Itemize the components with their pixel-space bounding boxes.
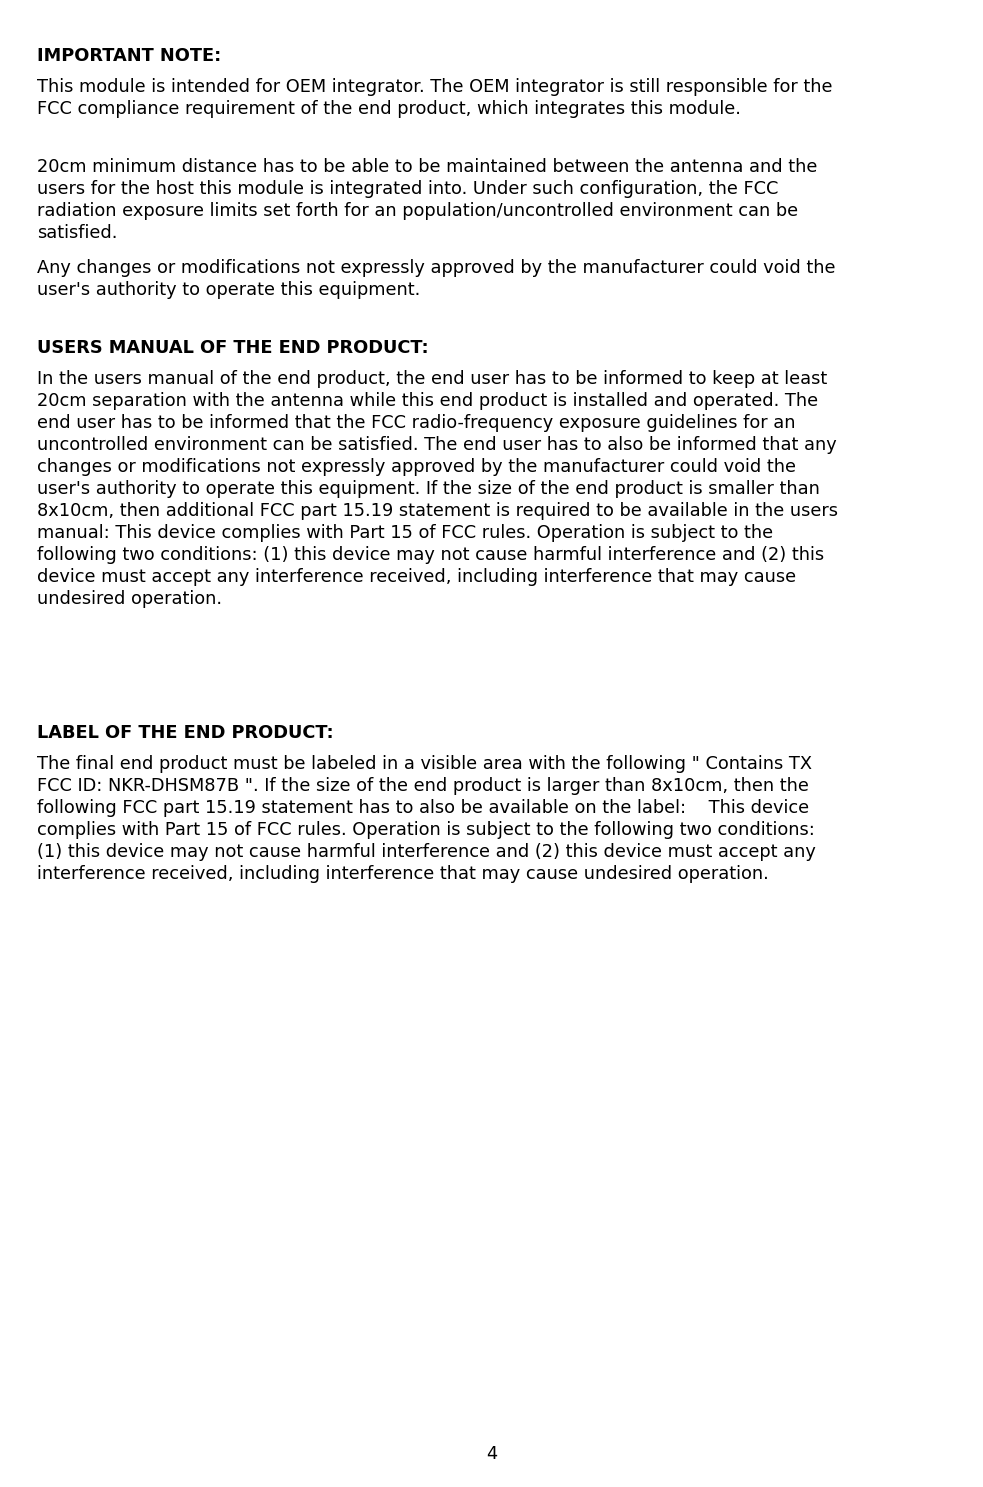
Text: manual: This device complies with Part 15 of FCC rules. Operation is subject to : manual: This device complies with Part 1… (37, 525, 774, 543)
Text: FCC ID: NKR-DHSM87B ". If the size of the end product is larger than 8x10cm, the: FCC ID: NKR-DHSM87B ". If the size of th… (37, 778, 809, 796)
Text: (1) this device may not cause harmful interference and (2) this device must acce: (1) this device may not cause harmful in… (37, 843, 816, 861)
Text: complies with Part 15 of FCC rules. Operation is subject to the following two co: complies with Part 15 of FCC rules. Oper… (37, 821, 815, 839)
Text: interference received, including interference that may cause undesired operation: interference received, including interfe… (37, 865, 769, 883)
Text: 20cm separation with the antenna while this end product is installed and operate: 20cm separation with the antenna while t… (37, 393, 819, 410)
Text: users for the host this module is integrated into. Under such configuration, the: users for the host this module is integr… (37, 180, 779, 198)
Text: changes or modifications not expressly approved by the manufacturer could void t: changes or modifications not expressly a… (37, 458, 796, 476)
Text: Any changes or modifications not expressly approved by the manufacturer could vo: Any changes or modifications not express… (37, 260, 836, 278)
Text: USERS MANUAL OF THE END PRODUCT:: USERS MANUAL OF THE END PRODUCT: (37, 339, 429, 357)
Text: 8x10cm, then additional FCC part 15.19 statement is required to be available in : 8x10cm, then additional FCC part 15.19 s… (37, 503, 838, 520)
Text: undesired operation.: undesired operation. (37, 590, 222, 608)
Text: This module is intended for OEM integrator. The OEM integrator is still responsi: This module is intended for OEM integrat… (37, 77, 833, 97)
Text: The final end product must be labeled in a visible area with the following " Con: The final end product must be labeled in… (37, 755, 812, 773)
Text: following two conditions: (1) this device may not cause harmful interference and: following two conditions: (1) this devic… (37, 546, 825, 564)
Text: 20cm minimum distance has to be able to be maintained between the antenna and th: 20cm minimum distance has to be able to … (37, 158, 818, 175)
Text: user's authority to operate this equipment. If the size of the end product is sm: user's authority to operate this equipme… (37, 480, 820, 498)
Text: FCC compliance requirement of the end product, which integrates this module.: FCC compliance requirement of the end pr… (37, 100, 741, 117)
Text: satisfied.: satisfied. (37, 223, 118, 241)
Text: 4: 4 (486, 1445, 497, 1463)
Text: radiation exposure limits set forth for an population/uncontrolled environment c: radiation exposure limits set forth for … (37, 202, 798, 220)
Text: end user has to be informed that the FCC radio-frequency exposure guidelines for: end user has to be informed that the FCC… (37, 415, 796, 433)
Text: LABEL OF THE END PRODUCT:: LABEL OF THE END PRODUCT: (37, 724, 334, 742)
Text: IMPORTANT NOTE:: IMPORTANT NOTE: (37, 48, 221, 65)
Text: uncontrolled environment can be satisfied. The end user has to also be informed : uncontrolled environment can be satisfie… (37, 436, 838, 454)
Text: user's authority to operate this equipment.: user's authority to operate this equipme… (37, 281, 421, 299)
Text: following FCC part 15.19 statement has to also be available on the label:    Thi: following FCC part 15.19 statement has t… (37, 800, 809, 818)
Text: In the users manual of the end product, the end user has to be informed to keep : In the users manual of the end product, … (37, 370, 828, 388)
Text: device must accept any interference received, including interference that may ca: device must accept any interference rece… (37, 568, 796, 586)
